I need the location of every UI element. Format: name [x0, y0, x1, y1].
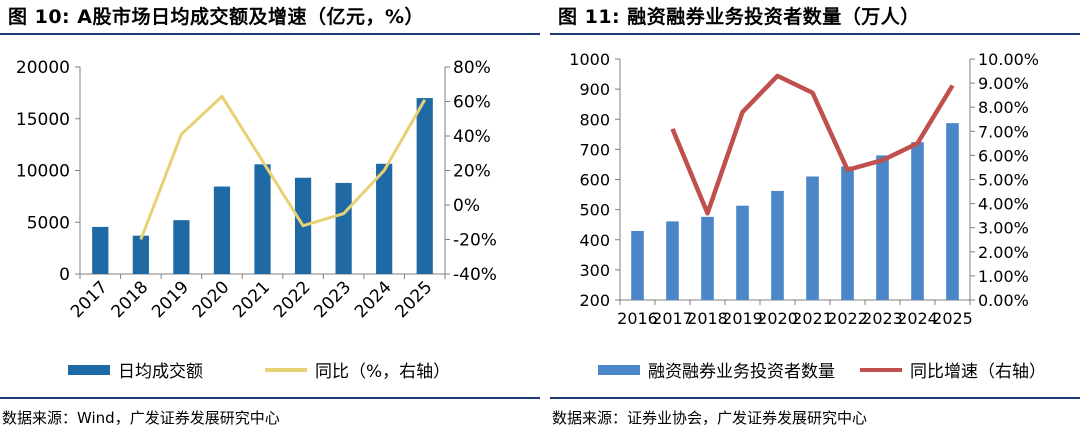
left-chart-x-tick-label: 2022: [270, 277, 315, 322]
left-chart-left-tick-label: 15000: [16, 110, 70, 130]
left-chart-right-tick-label: 0%: [453, 196, 480, 216]
right-chart-right-tick-label: 9.00%: [978, 74, 1029, 93]
right-chart-right-tick-label: 7.00%: [978, 122, 1029, 141]
left-chart-bar: [92, 226, 109, 274]
left-chart-right-tick-label: -20%: [453, 231, 497, 251]
right-chart: 200 300 400 500 600 700 800 900 1000 0.00% 1.00% 2.…: [569, 50, 1039, 328]
left-legend-bar-swatch: [68, 364, 110, 375]
right-chart-right-tick-label: 2.00%: [978, 243, 1029, 262]
right-chart-left-tick-label: 700: [579, 140, 610, 159]
left-chart-right-tick-label: 40%: [453, 127, 491, 147]
right-legend-line-item: 同比增速（右轴）: [860, 357, 1046, 382]
right-chart-right-tick-label: 8.00%: [978, 98, 1029, 117]
right-figure-panel: 图 11: 融资融券业务投资者数量（万人） 200 300 400 500 600 700…: [550, 0, 1080, 437]
left-chart-bar: [416, 98, 433, 274]
right-legend: 融资融券业务投资者数量 同比增速（右轴）: [550, 357, 1080, 382]
right-legend-line-swatch: [860, 367, 902, 372]
right-chart-x-tick-label: 2021: [792, 309, 833, 328]
left-chart-right-tick-label: -40%: [453, 265, 497, 285]
right-chart-bar: [631, 231, 644, 300]
right-chart-bar: [841, 166, 854, 300]
left-chart-x-tick-label: 2018: [108, 277, 153, 322]
right-chart-bar: [771, 190, 784, 300]
right-chart-left-tick-label: 800: [579, 110, 610, 129]
left-chart-x-tick-label: 2020: [189, 277, 234, 322]
left-chart-bar: [254, 164, 271, 274]
right-chart-bar: [666, 221, 679, 300]
right-figure-title: 图 11: 融资融券业务投资者数量（万人）: [558, 6, 920, 28]
left-title-rule: [0, 33, 540, 35]
right-chart-right-tick-label: 0.00%: [978, 291, 1029, 310]
right-chart-right-tick-label: 3.00%: [978, 219, 1029, 238]
right-chart-left-tick-label: 900: [579, 80, 610, 99]
right-chart-bar: [911, 142, 924, 300]
left-chart-bar: [213, 186, 231, 274]
right-chart-right-tick-label: 1.00%: [978, 267, 1029, 286]
left-legend-line-swatch: [265, 367, 307, 372]
right-chart-right-tick-label: 4.00%: [978, 195, 1029, 214]
left-chart-bar: [376, 163, 393, 274]
right-chart-x-tick-label: 2024: [897, 309, 938, 328]
left-legend-bar-label: 日均成交额: [118, 362, 203, 382]
right-chart-x-tick-label: 2018: [687, 309, 728, 328]
left-chart-left-tick-label: 20000: [16, 58, 70, 78]
left-legend-line-item: 同比（%，右轴）: [265, 357, 450, 382]
right-chart-x-tick-label: 2016: [617, 309, 658, 328]
left-chart-bar: [132, 235, 149, 274]
right-source-note: 数据来源：证券业协会，广发证券发展研究中心: [552, 409, 868, 427]
left-chart-x-tick-label: 2017: [67, 277, 112, 322]
right-chart-x-tick-label: 2020: [757, 309, 798, 328]
left-chart-left-tick-label: 0: [59, 265, 70, 285]
left-legend-line-label: 同比（%，右轴）: [315, 362, 451, 382]
left-chart-bar: [335, 182, 352, 274]
right-chart-bar: [806, 176, 819, 300]
right-chart-bar: [946, 123, 959, 300]
left-chart: 0 5000 10000 15000 20000 -40% -20% 0% 20% 40% 60% 8…: [16, 58, 497, 322]
left-figure-panel: 图 10: A股市场日均成交额及增速（亿元，%） 0 5000 10000 15000…: [0, 6, 540, 427]
left-chart-left-tick-label: 5000: [27, 213, 70, 233]
left-chart-x-tick-label: 2019: [148, 277, 193, 322]
right-chart-bar: [876, 155, 889, 300]
right-chart-x-tick-label: 2025: [932, 309, 973, 328]
left-chart-x-tick-label: 2023: [310, 277, 355, 322]
right-chart-x-tick-label: 2017: [652, 309, 693, 328]
left-chart-right-tick-label: 20%: [453, 162, 491, 182]
left-chart-x-tick-label: 2024: [351, 277, 396, 322]
left-figure-title: 图 10: A股市场日均成交额及增速（亿元，%）: [8, 6, 425, 28]
left-chart-right-tick-label: 80%: [453, 58, 491, 78]
right-chart-left-tick-label: 500: [579, 201, 610, 220]
right-chart-x-tick-label: 2022: [827, 309, 868, 328]
right-legend-bar-label: 融资融券业务投资者数量: [648, 362, 835, 382]
right-chart-line-series: [670, 73, 955, 216]
left-chart-right-tick-label: 60%: [453, 93, 491, 113]
right-title-rule: [550, 33, 1080, 35]
left-legend-bar-item: 日均成交额: [68, 357, 203, 382]
left-chart-left-tick-label: 10000: [16, 162, 70, 182]
right-chart-left-tick-label: 400: [579, 231, 610, 250]
right-chart-left-tick-label: 200: [579, 291, 610, 310]
right-chart-right-tick-label: 6.00%: [978, 146, 1029, 165]
right-chart-left-tick-label: 300: [579, 261, 610, 280]
right-chart-left-tick-label: 600: [579, 171, 610, 190]
right-legend-bar-swatch: [598, 364, 640, 375]
right-legend-line-label: 同比增速（右轴）: [910, 362, 1046, 382]
left-source-rule: [0, 397, 540, 399]
right-source-rule: [550, 397, 1080, 399]
right-legend-bar-item: 融资融券业务投资者数量: [598, 357, 835, 382]
left-chart-x-tick-label: 2021: [229, 277, 274, 322]
right-chart-right-tick-label: 5.00%: [978, 171, 1029, 190]
left-chart-bar: [173, 220, 190, 274]
left-source-note: 数据来源：Wind，广发证券发展研究中心: [2, 409, 280, 427]
left-chart-x-tick-label: 2025: [392, 277, 437, 322]
left-legend: 日均成交额 同比（%，右轴）: [0, 357, 540, 382]
right-chart-x-tick-label: 2019: [722, 309, 763, 328]
left-chart-line-series: [139, 94, 427, 241]
right-chart-x-tick-label: 2023: [862, 309, 903, 328]
right-chart-bar: [736, 205, 749, 300]
right-chart-bar: [701, 216, 714, 300]
right-chart-right-tick-label: 10.00%: [978, 50, 1039, 69]
right-chart-left-tick-label: 1000: [569, 50, 610, 69]
